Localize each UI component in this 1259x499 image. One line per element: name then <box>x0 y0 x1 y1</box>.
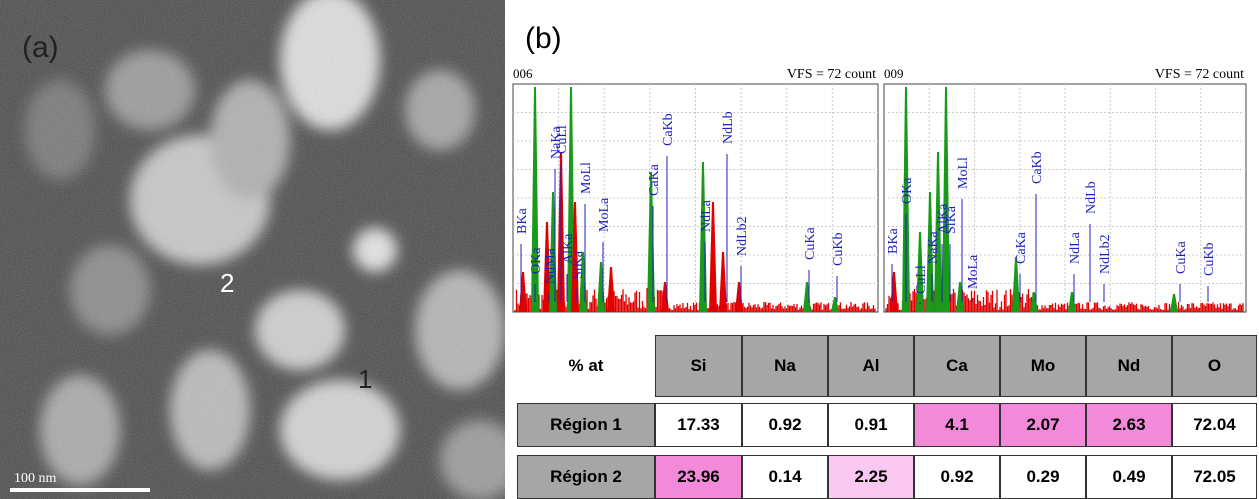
table-cell: 72.05 <box>1172 455 1257 499</box>
spectrum-peak <box>934 152 942 312</box>
spectrum-peak <box>543 222 551 312</box>
peak-label: OKa <box>529 247 544 274</box>
spectrum-id: 006 <box>513 66 533 81</box>
peak-label: CaKa <box>1014 231 1029 264</box>
spectrum-peak <box>1012 257 1020 312</box>
peak-label: CaKb <box>661 113 676 146</box>
peak-label: NdLb <box>721 111 736 144</box>
table-cell: 0.49 <box>1086 455 1172 499</box>
panel-label: (b) <box>525 22 562 55</box>
table-cell: 2.25 <box>828 455 914 499</box>
spectrum-id: 009 <box>884 66 904 81</box>
spectrum-peak <box>1030 292 1038 312</box>
peak-label: BKa <box>515 208 530 234</box>
peak-label: NdLb2 <box>735 216 750 256</box>
spectrum-peak <box>1170 294 1178 312</box>
table-cell: 0.91 <box>828 403 914 447</box>
spectrum-peak <box>942 87 950 312</box>
peak-label: OKa <box>900 177 915 204</box>
table-cell: 23.96 <box>655 455 742 499</box>
table-cell: Ca <box>914 335 1000 397</box>
peak-label: NdMa <box>543 247 558 284</box>
scale-bar-label: 100 nm <box>14 471 57 486</box>
table-cell: O <box>1172 335 1257 397</box>
peak-label: CuKb <box>831 233 846 266</box>
spectrum-peak <box>956 282 964 312</box>
table-cell: Région 2 <box>517 455 655 499</box>
peak-label: SiKa <box>944 205 959 234</box>
spectrum-peak <box>916 232 924 312</box>
table-cell: Si <box>655 335 742 397</box>
spectrum-peak <box>531 87 539 312</box>
peak-label: BKa <box>886 228 901 254</box>
table-cell: Al <box>828 335 914 397</box>
peak-label: NaKa <box>549 126 564 159</box>
table-cell: Mo <box>1000 335 1086 397</box>
table-cell: % at <box>568 356 604 375</box>
spectrum-peak <box>661 282 669 312</box>
peak-label: AlKa <box>561 233 576 264</box>
sem-image: (a) 2 1 100 nm <box>0 0 505 499</box>
peak-label: NdLa <box>699 199 714 232</box>
table-cell: 2.63 <box>1086 403 1172 447</box>
peak-label: MoLa <box>966 254 981 289</box>
panel-label: (a) <box>22 31 59 64</box>
spectrum-peak <box>803 282 811 312</box>
spectrum-scale: VFS = 72 count <box>787 67 876 82</box>
table-cell: 0.14 <box>742 455 828 499</box>
table-cell: Nd <box>1086 335 1172 397</box>
peak-label: MoLl <box>579 162 594 194</box>
peak-label: SiKa <box>571 250 586 279</box>
spectrum-noise <box>885 288 1244 312</box>
spectrum-peak <box>709 202 717 312</box>
region-marker: 2 <box>220 268 234 298</box>
spectrum-peak <box>1068 292 1076 312</box>
peak-label: MoLa <box>597 197 612 232</box>
table-cell: Na <box>742 335 828 397</box>
region-marker: 1 <box>358 364 372 394</box>
peak-label: NdLb <box>1084 181 1099 214</box>
table-cell: 72.04 <box>1172 403 1257 447</box>
table-cell: 17.33 <box>655 403 742 447</box>
spectrum-peak <box>571 202 579 312</box>
peak-label: CuLl <box>555 125 570 154</box>
spectrum-peak <box>831 297 839 312</box>
peak-label: CuKa <box>1174 241 1189 274</box>
spectrum-peak <box>735 282 743 312</box>
table-cell: Région 1 <box>517 403 655 447</box>
spectrum-scale: VFS = 72 count <box>1155 67 1244 82</box>
spectrum-peak <box>607 267 615 312</box>
peak-label: MoLl <box>956 157 971 189</box>
peak-label: CuKa <box>803 227 818 260</box>
table-cell: 0.92 <box>914 455 1000 499</box>
peak-label: CaKa <box>647 163 662 196</box>
spectrum-peak <box>719 252 727 312</box>
table-cell: 4.1 <box>914 403 1000 447</box>
peak-label: NdLa <box>1068 231 1083 264</box>
spectrum-peak <box>902 87 910 312</box>
peak-label: AlKa <box>936 203 951 234</box>
table-cell: 0.29 <box>1000 455 1086 499</box>
peak-label: CuKb <box>1202 243 1217 276</box>
table-cell: 0.92 <box>742 403 828 447</box>
table-cell: 2.07 <box>1000 403 1086 447</box>
peak-label: CaKb <box>1030 151 1045 184</box>
peak-label: NaKa <box>926 231 941 264</box>
peak-label: NdLb2 <box>1098 234 1113 274</box>
peak-label: CuLl <box>914 265 929 294</box>
